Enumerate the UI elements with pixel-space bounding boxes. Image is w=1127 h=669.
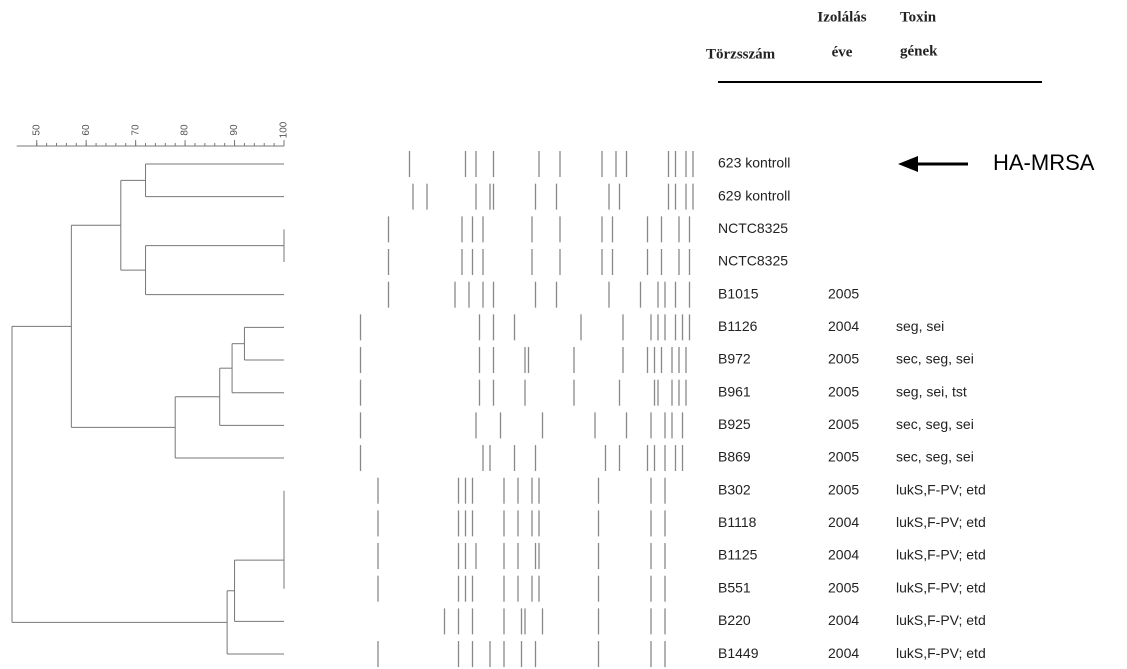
isolation-year: 2005 (828, 579, 859, 595)
strain-name: NCTC8325 (718, 220, 788, 236)
toxin-genes: seg, sei (896, 318, 944, 334)
strain-name: B1449 (718, 645, 759, 661)
strain-name: B302 (718, 481, 751, 497)
isolation-year: 2005 (828, 449, 859, 465)
header-toxin: Toxin (900, 9, 937, 25)
isolation-year: 2004 (828, 514, 859, 530)
strain-name: B1126 (718, 318, 758, 334)
toxin-genes: lukS,F-PV; etd (896, 612, 986, 628)
annotation: HA-MRSA (993, 150, 1095, 175)
scale-label: 90 (229, 124, 240, 136)
isolation-year: 2004 (828, 547, 859, 563)
isolation-year: 2005 (828, 351, 859, 367)
header-year: Izolálás (817, 9, 866, 25)
toxin-genes: lukS,F-PV; etd (896, 645, 986, 661)
strain-name: B1125 (718, 547, 758, 563)
strain-name: B925 (718, 416, 751, 432)
header-year: éve (832, 44, 853, 60)
isolation-year: 2005 (828, 481, 859, 497)
pfge-figure: Törzsszám Izolálás éve Toxin gének HA-MR… (0, 0, 1127, 669)
strain-name: B1118 (718, 514, 757, 530)
scale-label: 50 (31, 124, 42, 136)
toxin-genes: seg, sei, tst (896, 383, 967, 399)
isolation-year: 2005 (828, 383, 859, 399)
strain-name: B551 (718, 579, 751, 595)
isolation-year: 2004 (828, 612, 859, 628)
strain-name: 623 kontroll (718, 155, 790, 171)
arrow-head (898, 156, 918, 172)
isolation-year: 2005 (828, 285, 859, 301)
toxin-genes: lukS,F-PV; etd (896, 514, 986, 530)
toxin-genes: lukS,F-PV; etd (896, 579, 986, 595)
isolation-year: 2005 (828, 416, 859, 432)
scale-label: 60 (81, 124, 92, 136)
strain-name: B869 (718, 449, 751, 465)
isolation-year: 2004 (828, 645, 859, 661)
strain-name: B220 (718, 612, 751, 628)
strain-name: B961 (718, 383, 751, 399)
strain-name: NCTC8325 (718, 253, 788, 269)
scale-label: 80 (180, 124, 191, 136)
strain-name: 629 kontroll (718, 187, 790, 203)
toxin-genes: sec, seg, sei (896, 416, 974, 432)
isolation-year: 2004 (828, 318, 859, 334)
toxin-genes: sec, seg, sei (896, 351, 974, 367)
header-toxin: gének (900, 43, 938, 59)
toxin-genes: lukS,F-PV; etd (896, 547, 986, 563)
toxin-genes: lukS,F-PV; etd (896, 481, 986, 497)
strain-name: B972 (718, 351, 751, 367)
scale-label: 70 (130, 124, 141, 136)
scale-label: 100 (279, 121, 290, 138)
strain-name: B1015 (718, 285, 759, 301)
toxin-genes: sec, seg, sei (896, 449, 974, 465)
header-strain: Törzsszám (706, 46, 776, 62)
